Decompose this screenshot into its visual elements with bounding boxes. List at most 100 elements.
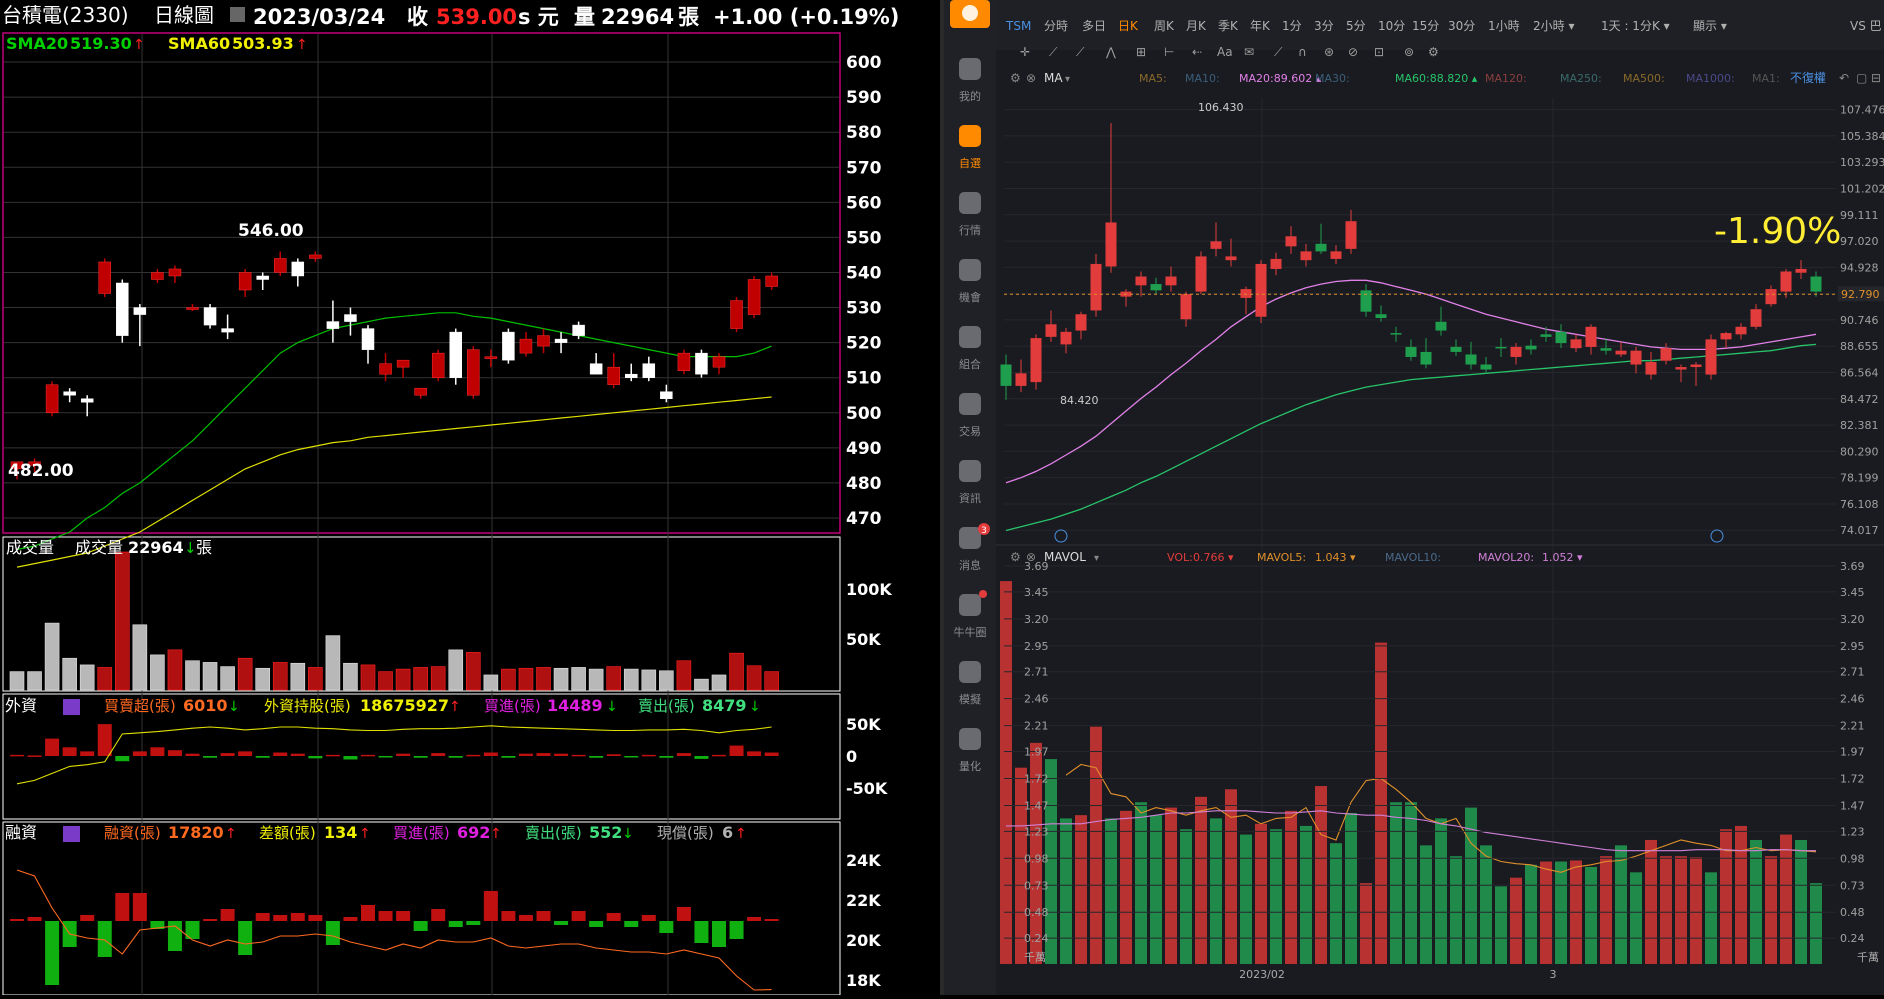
foreign-bar bbox=[27, 755, 42, 757]
magnet-icon[interactable]: ∩ bbox=[1298, 45, 1307, 59]
ray-tool-icon[interactable]: ⟋ bbox=[1076, 45, 1085, 59]
candle-body bbox=[1345, 221, 1357, 249]
candle-body bbox=[1225, 256, 1237, 261]
period-tab[interactable]: 10分 bbox=[1378, 19, 1405, 33]
text-tool-icon[interactable]: Aa bbox=[1217, 45, 1233, 59]
period-tab[interactable]: 分時 bbox=[1044, 19, 1068, 33]
period-tab[interactable]: 年K bbox=[1250, 19, 1271, 33]
ma-legend-item[interactable]: MA1000: bbox=[1686, 72, 1735, 85]
sidebar-item-label[interactable]: 消息 bbox=[959, 558, 981, 572]
link-icon[interactable]: ⊚ bbox=[1404, 45, 1414, 59]
sma-legend: SMA20 519.30 ↑ SMA60 503.93 ↑ bbox=[6, 34, 308, 53]
event-marker-2-icon[interactable] bbox=[1710, 529, 1724, 543]
vol-close-icon[interactable]: ⊗ bbox=[1026, 550, 1036, 564]
ma-legend-item[interactable]: MA5: bbox=[1139, 72, 1167, 85]
market-icon[interactable] bbox=[959, 192, 981, 214]
volume-bar bbox=[325, 635, 341, 691]
ma-close-icon[interactable]: ⊗ bbox=[1026, 71, 1036, 85]
adjust-mode-button[interactable]: 不復權 bbox=[1790, 70, 1826, 85]
fit-icon[interactable]: ▢ bbox=[1856, 71, 1867, 85]
arrow-tool-icon[interactable]: ⇠ bbox=[1192, 45, 1202, 59]
foreign-list-icon[interactable] bbox=[63, 699, 80, 715]
sidebar-item-label[interactable]: 量化 bbox=[959, 759, 981, 773]
hide-icon[interactable]: ⊘ bbox=[1348, 45, 1358, 59]
margin-bar bbox=[10, 919, 24, 921]
portfolio-icon[interactable] bbox=[959, 326, 981, 348]
sidebar-item-label[interactable]: 組合 bbox=[959, 357, 981, 371]
candle-body bbox=[1525, 345, 1537, 350]
period-tab[interactable]: 3分 bbox=[1314, 19, 1334, 33]
candle-body bbox=[1090, 263, 1102, 311]
sidebar-item-label[interactable]: 機會 bbox=[959, 290, 981, 304]
ma-legend-item[interactable]: MA20:89.602 ▴ bbox=[1239, 72, 1322, 85]
sidebar-item-label[interactable]: 交易 bbox=[959, 424, 981, 438]
eye-icon[interactable]: ⊛ bbox=[1324, 45, 1334, 59]
period-tab[interactable]: 多日 bbox=[1082, 19, 1106, 33]
ma-legend-item[interactable]: MA60:88.820 ▴ bbox=[1395, 72, 1478, 85]
measure-tool-icon[interactable]: ⊢ bbox=[1164, 45, 1174, 59]
ma-legend-item[interactable]: MA500: bbox=[1623, 72, 1665, 85]
ma-legend-item[interactable]: MA120: bbox=[1485, 72, 1527, 85]
period-tab[interactable]: 季K bbox=[1218, 19, 1239, 33]
crosshair-icon[interactable]: ✛ bbox=[1020, 45, 1030, 59]
sidebar-item-label[interactable]: 模擬 bbox=[959, 692, 981, 706]
period-tab[interactable]: 2小時 ▾ bbox=[1533, 19, 1574, 33]
sidebar-item-label[interactable]: 我的 bbox=[959, 89, 981, 103]
grid-tool-icon[interactable]: ⊞ bbox=[1136, 45, 1146, 59]
period-tab[interactable]: 日K bbox=[1118, 19, 1139, 33]
period-tab[interactable]: 1分 bbox=[1282, 19, 1302, 33]
sidebar-item-label[interactable]: 自選 bbox=[959, 157, 981, 170]
candle-body bbox=[1570, 339, 1582, 349]
quant-icon[interactable] bbox=[959, 728, 981, 750]
sidebar-item-label[interactable]: 牛牛圈 bbox=[954, 625, 987, 639]
compare-button[interactable]: VS 巴 bbox=[1850, 19, 1882, 33]
user-icon[interactable] bbox=[959, 58, 981, 80]
event-marker-icon[interactable] bbox=[1054, 529, 1068, 543]
period-tab[interactable]: 1天 : 1分K ▾ bbox=[1601, 19, 1670, 33]
ma-legend-item[interactable]: MA250: bbox=[1560, 72, 1602, 85]
note-tool-icon[interactable]: ✉ bbox=[1244, 45, 1254, 59]
period-dropdown-icon[interactable] bbox=[230, 7, 245, 22]
sidebar-item-label[interactable]: 行情 bbox=[959, 224, 981, 237]
vol-tick-label-right: 0.48 bbox=[1840, 906, 1865, 919]
community-icon[interactable] bbox=[959, 594, 981, 616]
period-tab[interactable]: 15分 bbox=[1412, 19, 1439, 33]
ma-legend-item[interactable]: MA10: bbox=[1185, 72, 1220, 85]
message-icon[interactable] bbox=[959, 527, 981, 549]
watchlist-icon[interactable] bbox=[959, 125, 981, 147]
candle-body bbox=[431, 352, 445, 378]
ticker-tab[interactable]: TSM bbox=[1005, 19, 1031, 33]
reset-icon[interactable]: ↶ bbox=[1839, 71, 1849, 85]
sidebar-item-label[interactable]: 資訊 bbox=[959, 491, 981, 505]
close-panel-icon[interactable]: ⊟ bbox=[1871, 71, 1881, 85]
delete-icon[interactable]: ⊡ bbox=[1374, 45, 1384, 59]
ma-legend-item[interactable]: MA1: bbox=[1752, 72, 1780, 85]
candle-body bbox=[1270, 258, 1282, 269]
simulate-icon[interactable] bbox=[959, 661, 981, 683]
opportunity-icon[interactable] bbox=[959, 259, 981, 281]
ma-dropdown-icon[interactable]: ▾ bbox=[1065, 74, 1070, 85]
candle-body bbox=[1600, 348, 1612, 351]
vol-settings-gear-icon[interactable]: ⚙ bbox=[1010, 550, 1021, 564]
ma-settings-gear-icon[interactable]: ⚙ bbox=[1010, 71, 1021, 85]
line-tool-icon[interactable]: ⟋ bbox=[1049, 45, 1058, 59]
period-tab[interactable]: 5分 bbox=[1346, 19, 1366, 33]
sma20-line bbox=[16, 312, 772, 551]
tool-settings-icon[interactable]: ⚙ bbox=[1428, 45, 1439, 59]
foreign-panel-title: 外資 bbox=[5, 696, 37, 715]
pen-tool-icon[interactable]: ⟋ bbox=[1274, 45, 1283, 59]
period-tab[interactable]: 顯示 ▾ bbox=[1693, 19, 1727, 33]
margin-list-icon[interactable] bbox=[63, 826, 80, 842]
trade-icon[interactable] bbox=[959, 393, 981, 415]
margin-bar bbox=[448, 921, 463, 927]
period-tab[interactable]: 1小時 bbox=[1488, 19, 1520, 33]
price-tick-label: 82.381 bbox=[1840, 419, 1879, 432]
period-tab[interactable]: 周K bbox=[1154, 19, 1175, 33]
news-icon[interactable] bbox=[959, 460, 981, 482]
period-tab[interactable]: 月K bbox=[1186, 19, 1207, 33]
mavol-dropdown-icon[interactable]: ▾ bbox=[1094, 553, 1099, 564]
period-tab[interactable]: 30分 bbox=[1448, 19, 1475, 33]
wave-tool-icon[interactable]: ⋀ bbox=[1105, 45, 1116, 59]
ma-legend-item[interactable]: MA30: bbox=[1315, 72, 1350, 85]
